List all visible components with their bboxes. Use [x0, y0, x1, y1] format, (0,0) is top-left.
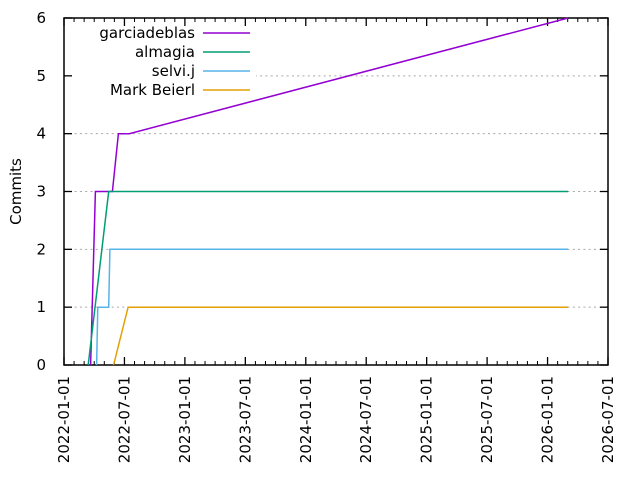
y-tick-label: 2	[36, 240, 46, 258]
legend-label-selvi-j: selvi.j	[152, 62, 195, 80]
series-line-mark-beierl	[112, 306, 569, 366]
y-tick-label: 5	[36, 67, 46, 85]
legend-key-background	[72, 22, 256, 100]
legend-label-garciadeblas: garciadeblas	[99, 24, 195, 42]
legend-label-almagia: almagia	[135, 43, 195, 61]
x-tick-label: 2022-07-01	[115, 376, 133, 463]
series-line-garciadeblas	[89, 17, 569, 366]
x-tick-label: 2022-01-01	[55, 376, 73, 463]
x-tick-label: 2026-07-01	[599, 376, 617, 463]
legend-label-mark-beierl: Mark Beierl	[110, 81, 195, 99]
y-axis-title: Commits	[7, 158, 25, 225]
x-tick-label: 2025-07-01	[478, 376, 496, 463]
series-line-selvi-j	[95, 248, 569, 366]
series-line-almagia	[87, 190, 569, 366]
x-tick-label: 2023-07-01	[236, 376, 254, 463]
x-tick-label: 2023-01-01	[176, 376, 194, 463]
y-tick-label: 6	[36, 9, 46, 27]
x-tick-label: 2025-01-01	[418, 376, 436, 463]
y-tick-label: 1	[36, 298, 46, 316]
y-tick-label: 3	[36, 183, 46, 201]
x-tick-label: 2024-01-01	[297, 376, 315, 463]
x-tick-label: 2026-01-01	[539, 376, 557, 463]
y-tick-label: 4	[36, 125, 46, 143]
x-tick-label: 2024-07-01	[357, 376, 375, 463]
y-tick-label: 0	[36, 356, 46, 374]
